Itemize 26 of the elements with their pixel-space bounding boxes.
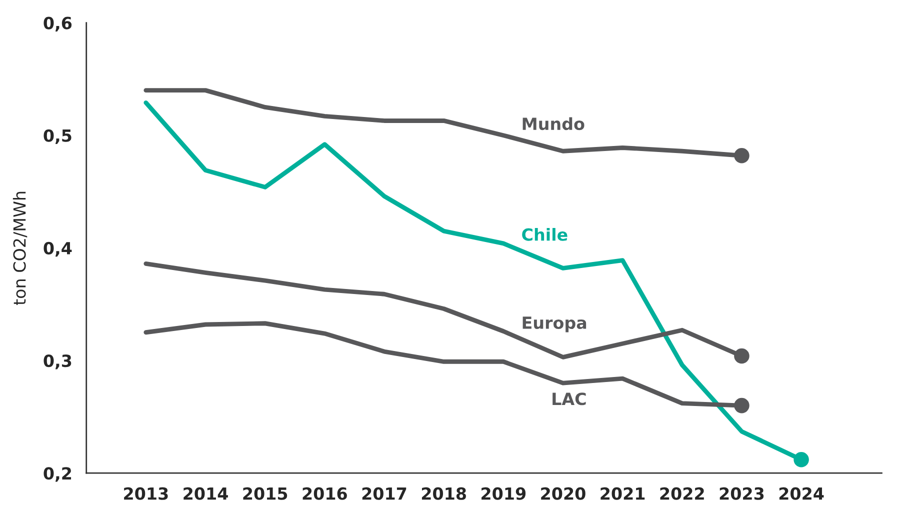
x-tick-label: 2018 [422, 487, 466, 500]
x-tick-label: 2013 [124, 487, 168, 500]
y-tick-label: 0,3 [44, 354, 72, 370]
point [734, 348, 750, 364]
x-tick-label: 2020 [541, 487, 586, 500]
x-tick-label: 2015 [243, 487, 288, 500]
x-tick-label: 2022 [660, 487, 704, 500]
y-axis-title: ton CO2/MWh [12, 192, 28, 305]
series-label: Chile [522, 228, 568, 241]
x-tick-label: 2024 [779, 487, 824, 500]
point [794, 452, 809, 468]
y-tick-label: 0,4 [44, 242, 72, 257]
y-tick-label: 0,2 [44, 467, 72, 482]
point [734, 148, 750, 164]
x-tick-label: 2019 [482, 487, 526, 500]
y-tick-label: 0,6 [44, 16, 72, 32]
x-tick-label: 2023 [720, 487, 764, 500]
x-tick-label: 2016 [302, 487, 347, 500]
x-tick-label: 2017 [362, 487, 406, 500]
series-label: Mundo [522, 117, 584, 130]
series-label: Europa [522, 316, 586, 332]
series-label: LAC [552, 392, 586, 406]
y-tick-label: 0,5 [44, 129, 72, 144]
x-tick-label: 2021 [600, 487, 645, 500]
point [734, 398, 750, 414]
x-tick-label: 2014 [184, 487, 228, 500]
